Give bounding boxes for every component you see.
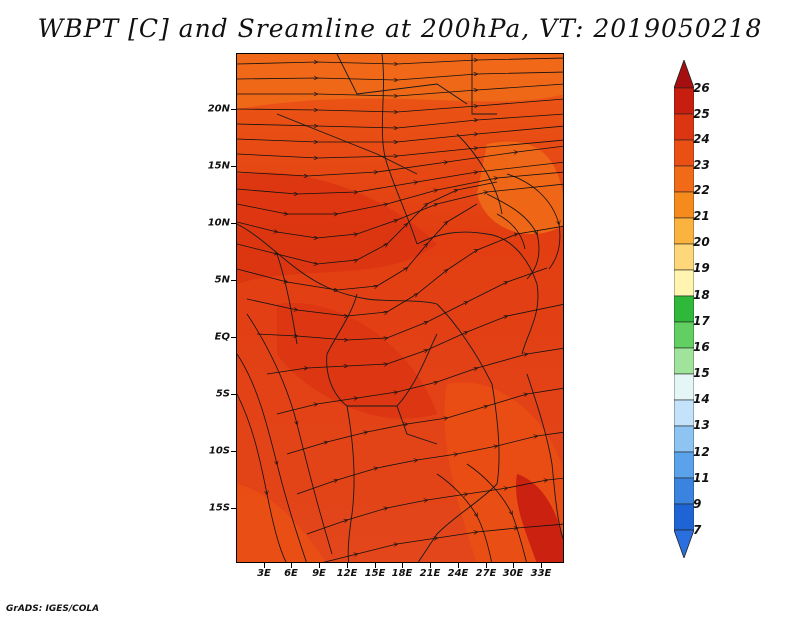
lon-tick bbox=[541, 563, 542, 568]
colorbar bbox=[674, 60, 694, 558]
colorbar-swatch bbox=[674, 139, 694, 167]
colorbar-label: 26 bbox=[693, 81, 710, 95]
colorbar-label: 11 bbox=[693, 471, 710, 485]
lat-label-10n: 10N bbox=[207, 217, 230, 229]
colorbar-bottom-triangle bbox=[674, 529, 694, 558]
colorbar-swatch bbox=[674, 477, 694, 505]
lat-tick bbox=[231, 394, 236, 395]
chart-title: WBPT [C] and Sreamline at 200hPa, VT: 20… bbox=[37, 14, 763, 43]
colorbar-label: 23 bbox=[693, 158, 710, 172]
map-panel bbox=[236, 53, 564, 563]
colorbar-swatch bbox=[674, 113, 694, 141]
colorbar-swatch bbox=[674, 165, 694, 193]
lon-label-3e: 3E bbox=[257, 568, 271, 579]
lat-label-15s: 15S bbox=[208, 502, 230, 514]
colorbar-label: 24 bbox=[693, 132, 710, 146]
colorbar-swatch bbox=[674, 373, 694, 401]
lon-label-24e: 24E bbox=[447, 568, 469, 579]
lon-label-30e: 30E bbox=[502, 568, 524, 579]
colorbar-swatch bbox=[674, 217, 694, 245]
lat-label-20n: 20N bbox=[207, 103, 230, 115]
lat-tick bbox=[231, 337, 236, 338]
lat-label-eq: EQ bbox=[214, 331, 230, 343]
lat-tick bbox=[231, 508, 236, 509]
lat-label-5s: 5S bbox=[215, 388, 230, 400]
colorbar-swatch bbox=[674, 295, 694, 323]
lat-tick bbox=[231, 280, 236, 281]
colorbar-label: 14 bbox=[693, 392, 710, 406]
colorbar-label: 17 bbox=[693, 314, 710, 328]
lon-label-15e: 15E bbox=[364, 568, 386, 579]
lon-tick bbox=[347, 563, 348, 568]
lon-tick bbox=[291, 563, 292, 568]
lat-label-10s: 10S bbox=[208, 445, 230, 457]
colorbar-swatch bbox=[674, 269, 694, 297]
lon-tick bbox=[486, 563, 487, 568]
colorbar-swatch bbox=[674, 425, 694, 453]
colorbar-top-triangle bbox=[674, 60, 694, 89]
colorbar-label: 20 bbox=[693, 235, 710, 249]
colorbar-swatch bbox=[674, 191, 694, 219]
streamlines bbox=[237, 57, 563, 562]
lon-label-6e: 6E bbox=[284, 568, 298, 579]
colorbar-label: 12 bbox=[693, 445, 710, 459]
colorbar-label: 21 bbox=[693, 209, 710, 223]
colorbar-swatch bbox=[674, 503, 694, 531]
colorbar-swatch bbox=[674, 243, 694, 271]
lon-tick bbox=[513, 563, 514, 568]
colorbar-swatch bbox=[674, 87, 694, 115]
colorbar-swatch bbox=[674, 347, 694, 375]
colorbar-label: 18 bbox=[693, 288, 710, 302]
lon-tick bbox=[375, 563, 376, 568]
colorbar-label: 15 bbox=[693, 366, 710, 380]
lat-tick bbox=[231, 223, 236, 224]
colorbar-label: 16 bbox=[693, 340, 710, 354]
lon-label-27e: 27E bbox=[475, 568, 497, 579]
lon-tick bbox=[458, 563, 459, 568]
lon-tick bbox=[319, 563, 320, 568]
colorbar-label: 9 bbox=[693, 497, 702, 511]
lat-label-15n: 15N bbox=[207, 160, 230, 172]
colorbar-swatch bbox=[674, 451, 694, 479]
lon-label-21e: 21E bbox=[419, 568, 441, 579]
map-canvas bbox=[237, 54, 563, 562]
grads-credit: GrADS: IGES/COLA bbox=[6, 604, 100, 614]
lon-label-33e: 33E bbox=[530, 568, 552, 579]
lon-tick bbox=[402, 563, 403, 568]
lon-tick bbox=[430, 563, 431, 568]
colorbar-swatch bbox=[674, 399, 694, 427]
lon-label-12e: 12E bbox=[336, 568, 358, 579]
lat-tick bbox=[231, 451, 236, 452]
colorbar-label: 13 bbox=[693, 418, 710, 432]
colorbar-label: 25 bbox=[693, 107, 710, 121]
colorbar-boxes bbox=[674, 87, 694, 531]
colorbar-label: 19 bbox=[693, 261, 710, 275]
colorbar-label: 7 bbox=[693, 523, 702, 537]
lat-label-5n: 5N bbox=[214, 274, 230, 286]
lon-label-9e: 9E bbox=[312, 568, 326, 579]
lon-tick bbox=[264, 563, 265, 568]
lat-tick bbox=[231, 109, 236, 110]
lat-tick bbox=[231, 166, 236, 167]
lon-label-18e: 18E bbox=[391, 568, 413, 579]
colorbar-swatch bbox=[674, 321, 694, 349]
colorbar-label: 22 bbox=[693, 183, 710, 197]
